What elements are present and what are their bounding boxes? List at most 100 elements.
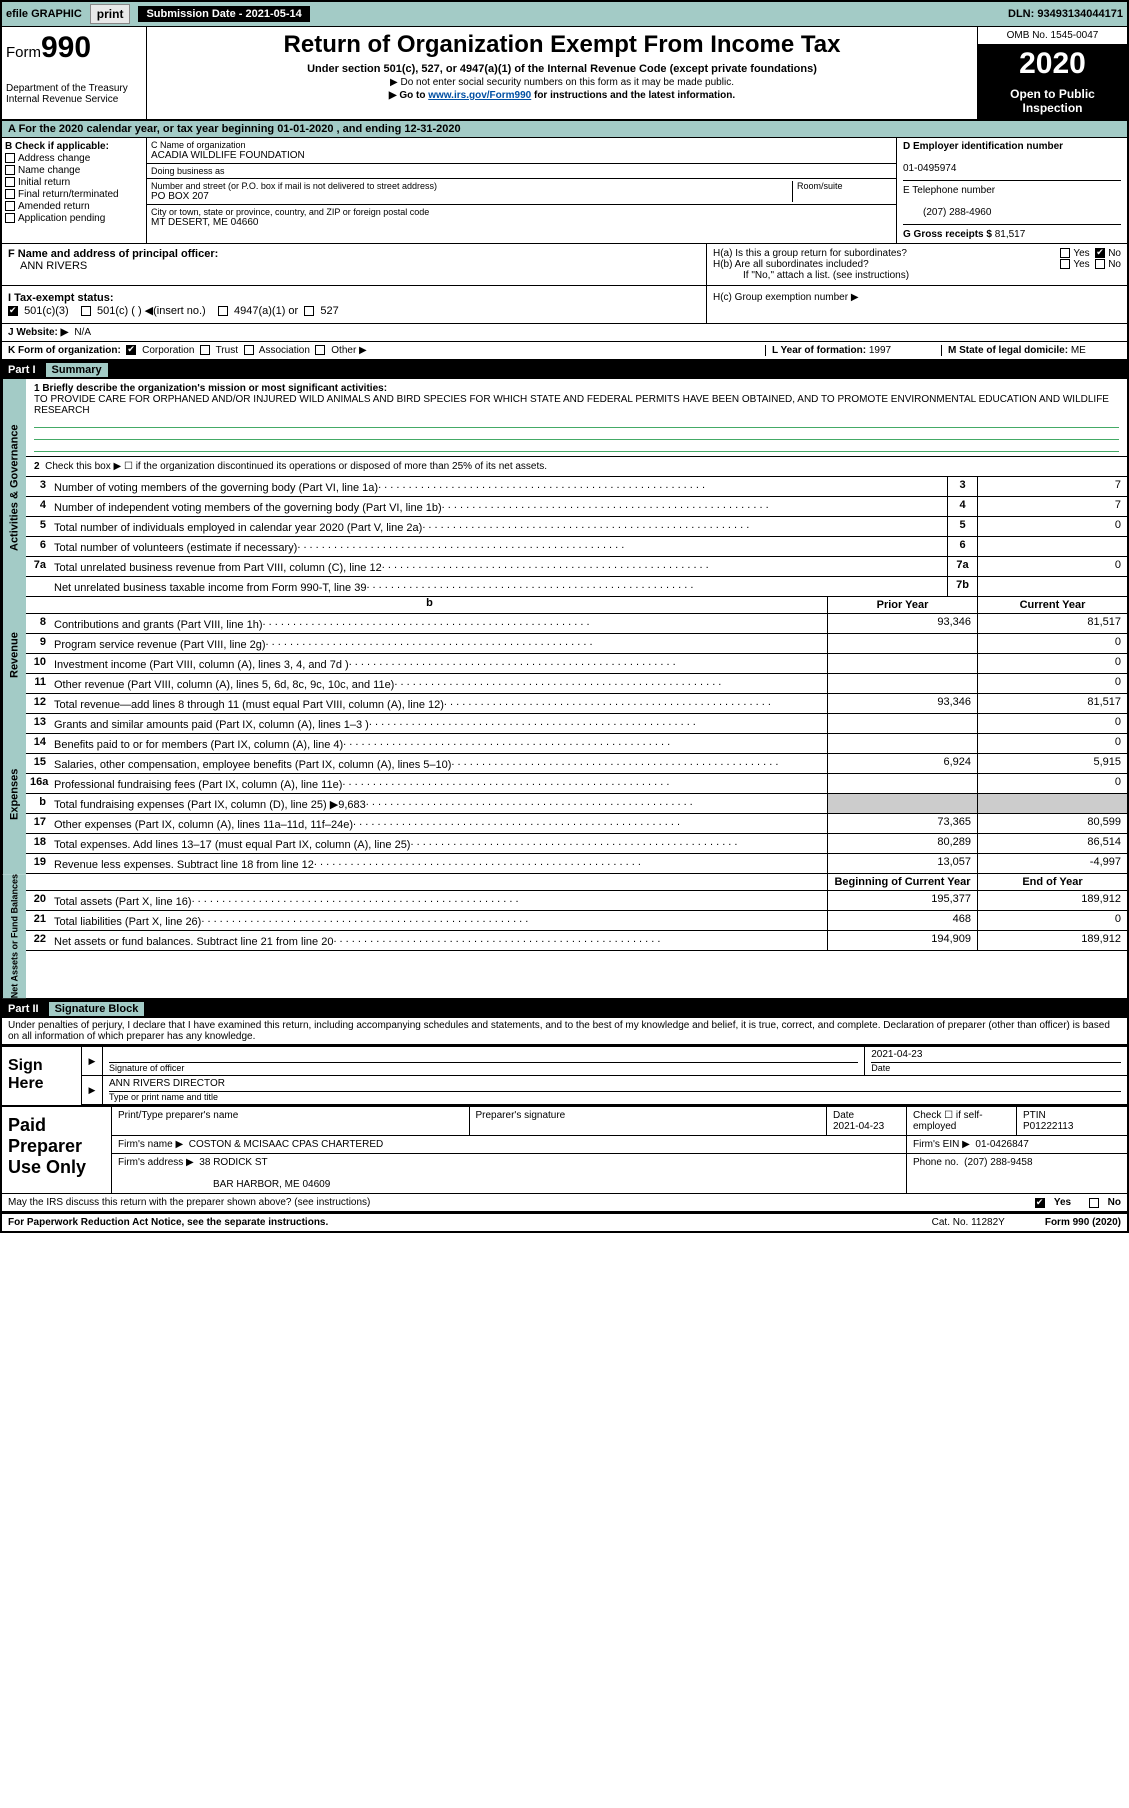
mission-block: 1 Briefly describe the organization's mi…	[26, 379, 1127, 457]
chk-amended[interactable]: Amended return	[5, 201, 143, 212]
chk-name-change[interactable]: Name change	[5, 165, 143, 176]
note-ssn: ▶ Do not enter social security numbers o…	[151, 77, 973, 88]
header-center: Return of Organization Exempt From Incom…	[147, 27, 977, 119]
hb-yes[interactable]	[1060, 259, 1070, 269]
firm-phone-label: Phone no.	[913, 1157, 959, 1168]
q2-line: 2 Check this box ▶ ☐ if the organization…	[26, 457, 1127, 477]
sig-type-label: Type or print name and title	[109, 1092, 218, 1102]
hb-label: H(b) Are all subordinates included?	[713, 259, 1060, 270]
chk-app-pending[interactable]: Application pending	[5, 213, 143, 224]
ha-no[interactable]	[1095, 248, 1105, 258]
tax-period: A For the 2020 calendar year, or tax yea…	[2, 121, 1127, 138]
form-title: Return of Organization Exempt From Incom…	[151, 31, 973, 59]
chk-501c[interactable]	[81, 306, 91, 316]
pra-notice: For Paperwork Reduction Act Notice, see …	[8, 1217, 328, 1228]
firm-addr1: 38 RODICK ST	[199, 1157, 267, 1168]
firm-ein: 01-0426847	[975, 1139, 1028, 1150]
chk-final-return[interactable]: Final return/terminated	[5, 189, 143, 200]
discuss-no[interactable]	[1089, 1198, 1099, 1208]
l-value: 1997	[869, 345, 891, 356]
print-button[interactable]: print	[90, 4, 131, 24]
chk-initial-return[interactable]: Initial return	[5, 177, 143, 188]
section-c: C Name of organization ACADIA WILDLIFE F…	[147, 138, 897, 243]
vtab-netassets: Net Assets or Fund Balances	[2, 874, 26, 998]
dept-label: Department of the TreasuryInternal Reven…	[6, 83, 142, 105]
sign-here-label: Sign Here	[2, 1047, 82, 1105]
submission-date: Submission Date - 2021-05-14	[138, 6, 309, 22]
f-h-row: F Name and address of principal officer:…	[2, 244, 1127, 286]
summary-line: 3Number of voting members of the governi…	[26, 477, 1127, 497]
entity-block: B Check if applicable: Address change Na…	[2, 138, 1127, 244]
org-name-label: C Name of organization	[151, 140, 892, 150]
summary-line: 5Total number of individuals employed in…	[26, 517, 1127, 537]
discuss-yes[interactable]	[1035, 1198, 1045, 1208]
summary-line: 16aProfessional fundraising fees (Part I…	[26, 774, 1127, 794]
chk-501c3[interactable]	[8, 306, 18, 316]
chk-address-change[interactable]: Address change	[5, 153, 143, 164]
pp-sig-label: Preparer's signature	[470, 1107, 828, 1135]
gross-value: 81,517	[995, 229, 1026, 240]
summary-line: 18Total expenses. Add lines 13–17 (must …	[26, 834, 1127, 854]
klm-row: K Form of organization: Corporation Trus…	[2, 342, 1127, 361]
part1-governance: Activities & Governance 1 Briefly descri…	[2, 379, 1127, 597]
ein-label: D Employer identification number	[903, 141, 1063, 152]
pp-ptin: P01222113	[1023, 1121, 1073, 1132]
sig-date: 2021-04-23	[871, 1049, 1121, 1063]
part1-title: Summary	[46, 363, 108, 377]
i-row: I Tax-exempt status: 501(c)(3) 501(c) ( …	[2, 286, 1127, 324]
form-number: Form990	[6, 31, 142, 65]
pp-check-label: Check ☐ if self-employed	[907, 1107, 1017, 1135]
summary-line: 9Program service revenue (Part VIII, lin…	[26, 634, 1127, 654]
tel-label: E Telephone number	[903, 185, 995, 196]
sig-name: ANN RIVERS DIRECTOR	[109, 1078, 1121, 1092]
paid-preparer-label: Paid Preparer Use Only	[2, 1107, 112, 1193]
hb-no[interactable]	[1095, 259, 1105, 269]
tel-value: (207) 288-4960	[903, 207, 991, 218]
hc-label: H(c) Group exemption number ▶	[713, 292, 1121, 303]
irs-link[interactable]: www.irs.gov/Form990	[428, 90, 531, 101]
ha-label: H(a) Is this a group return for subordin…	[713, 248, 1060, 259]
part2-title: Signature Block	[49, 1002, 145, 1016]
ha-yes[interactable]	[1060, 248, 1070, 258]
dba-label: Doing business as	[151, 166, 892, 176]
summary-line: 14Benefits paid to or for members (Part …	[26, 734, 1127, 754]
form-container: efile GRAPHIC print Submission Date - 20…	[0, 0, 1129, 1233]
chk-other[interactable]	[315, 345, 325, 355]
note-url: ▶ Go to www.irs.gov/Form990 for instruct…	[151, 90, 973, 101]
chk-4947[interactable]	[218, 306, 228, 316]
chk-trust[interactable]	[200, 345, 210, 355]
l-label: L Year of formation:	[772, 345, 866, 356]
summary-line: 7aTotal unrelated business revenue from …	[26, 557, 1127, 577]
org-name: ACADIA WILDLIFE FOUNDATION	[151, 150, 892, 161]
summary-line: 19Revenue less expenses. Subtract line 1…	[26, 854, 1127, 874]
summary-line: 15Salaries, other compensation, employee…	[26, 754, 1127, 774]
summary-line: 17Other expenses (Part IX, column (A), l…	[26, 814, 1127, 834]
summary-line: 22Net assets or fund balances. Subtract …	[26, 931, 1127, 951]
summary-line: Net unrelated business taxable income fr…	[26, 577, 1127, 597]
vtab-governance: Activities & Governance	[2, 379, 26, 597]
addr-value: PO BOX 207	[151, 191, 792, 202]
firm-name: COSTON & MCISAAC CPAS CHARTERED	[189, 1139, 383, 1150]
addr-label: Number and street (or P.O. box if mail i…	[151, 181, 792, 191]
pp-name-label: Print/Type preparer's name	[112, 1107, 470, 1135]
summary-line: 8Contributions and grants (Part VIII, li…	[26, 614, 1127, 634]
part1-revenue: Revenue b Prior Year Current Year 8Contr…	[2, 597, 1127, 714]
net-col-header: Beginning of Current Year End of Year	[26, 874, 1127, 891]
inspection-label: Open to Public Inspection	[978, 83, 1127, 119]
summary-line: 21Total liabilities (Part X, line 26)468…	[26, 911, 1127, 931]
summary-line: 12Total revenue—add lines 8 through 11 (…	[26, 694, 1127, 714]
cat-no: Cat. No. 11282Y	[932, 1217, 1005, 1228]
chk-assoc[interactable]	[244, 345, 254, 355]
tax-exempt-label: I Tax-exempt status:	[8, 292, 114, 304]
city-value: MT DESERT, ME 04660	[151, 217, 892, 228]
summary-line: 13Grants and similar amounts paid (Part …	[26, 714, 1127, 734]
website-label: J Website: ▶	[8, 327, 68, 338]
chk-corp[interactable]	[126, 345, 136, 355]
part1-label: Part I	[8, 364, 36, 376]
section-d: D Employer identification number 01-0495…	[897, 138, 1127, 243]
omb-label: OMB No. 1545-0047	[978, 27, 1127, 45]
chk-527[interactable]	[304, 306, 314, 316]
summary-line: 11Other revenue (Part VIII, column (A), …	[26, 674, 1127, 694]
tax-year: 2020	[978, 45, 1127, 83]
prior-year-header: Prior Year	[827, 597, 977, 613]
